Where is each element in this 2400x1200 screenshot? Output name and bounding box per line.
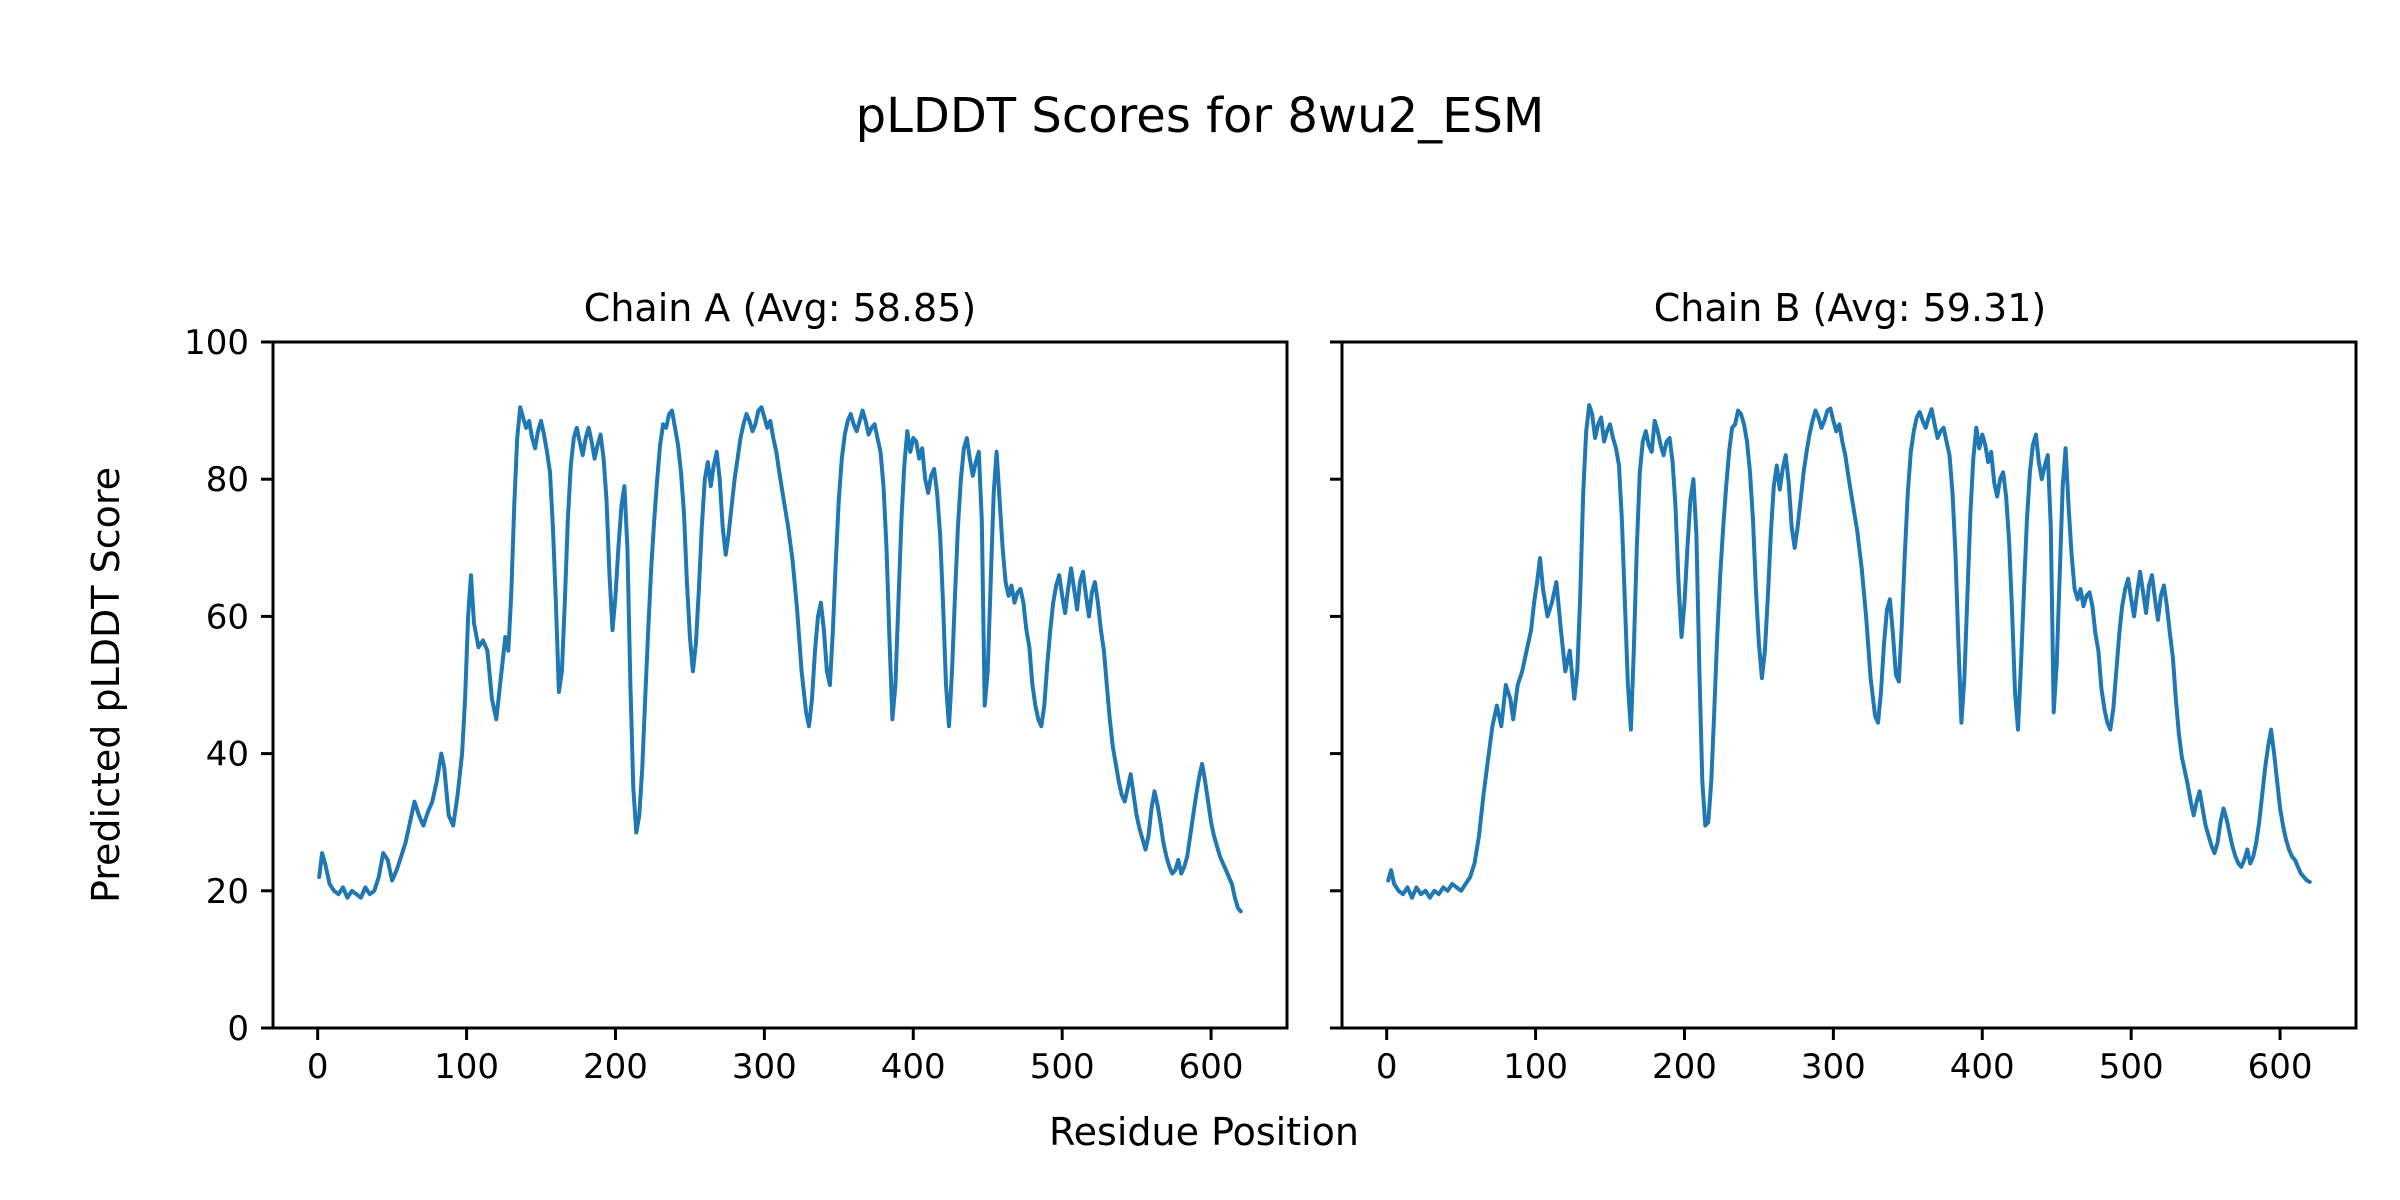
chain-a-subplot-title: Chain A (Avg: 58.85) xyxy=(583,286,977,330)
x-axis-label: Residue Position xyxy=(1048,1110,1360,1154)
plddt-line-chain-b xyxy=(1386,403,2312,900)
y-tick-label: 20 xyxy=(206,872,249,912)
x-tick-label: 600 xyxy=(1179,1047,1244,1087)
chain-b-subplot-title: Chain B (Avg: 59.31) xyxy=(1653,286,2047,330)
x-tick-label: 100 xyxy=(1503,1047,1568,1087)
axes-frame xyxy=(1340,340,2358,1030)
x-tick-label: 400 xyxy=(881,1047,946,1087)
x-tick-label: 0 xyxy=(1376,1047,1398,1087)
x-tick-label: 400 xyxy=(1950,1047,2015,1087)
axes-frame xyxy=(271,340,1289,1030)
x-tick-label: 300 xyxy=(732,1047,797,1087)
x-tick-label: 600 xyxy=(2248,1047,2313,1087)
chain-b-plot: 0 100 200 300 400 500 600 xyxy=(1330,340,2358,1087)
y-tick-label: 40 xyxy=(206,735,249,775)
figure-title: pLDDT Scores for 8wu2_ESM xyxy=(855,88,1545,144)
chain-a-plot: 0 100 200 300 400 500 600 0 20 40 60 80 100 xyxy=(184,323,1289,1087)
x-tick-label: 500 xyxy=(1030,1047,1095,1087)
x-tick-label: 100 xyxy=(434,1047,499,1087)
x-tick-label: 0 xyxy=(307,1047,329,1087)
x-tick-label: 200 xyxy=(1652,1047,1717,1087)
y-tick-label: 0 xyxy=(227,1009,249,1049)
y-tick-label: 80 xyxy=(206,460,249,500)
x-tick-label: 500 xyxy=(2099,1047,2164,1087)
x-tick-label: 300 xyxy=(1801,1047,1866,1087)
y-tick-label: 100 xyxy=(184,323,249,363)
plddt-line-chain-a xyxy=(317,405,1243,914)
y-tick-label: 60 xyxy=(206,597,249,637)
x-tick-label: 200 xyxy=(583,1047,648,1087)
